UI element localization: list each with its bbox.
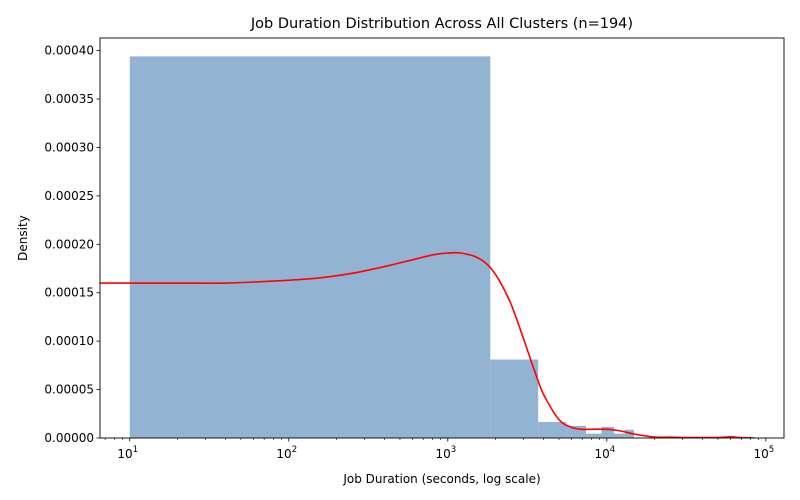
axes-frame: [99, 37, 785, 439]
x-axis-ticks: 101 102 103 104 105: [104, 438, 775, 461]
x-tick-label: 105: [754, 445, 775, 461]
histogram-bar: [490, 359, 539, 438]
y-tick-label: 0.00030: [44, 140, 94, 154]
histogram-bar: [624, 429, 634, 438]
x-tick-label: 104: [594, 445, 615, 461]
y-tick-label: 0.00000: [44, 431, 94, 445]
kde-line: [100, 251, 755, 438]
y-axis-ticks: 0.00000 0.00005 0.00010 0.00015 0.00020 0.000…: [44, 44, 100, 445]
x-tick-label: 101: [117, 445, 138, 461]
y-tick-label: 0.00020: [44, 237, 94, 251]
x-axis-label: Job Duration (seconds, log scale): [342, 472, 540, 486]
chart-title: Job Duration Distribution Across All Clu…: [250, 16, 633, 32]
y-tick-label: 0.00015: [44, 286, 94, 300]
histogram-bar: [129, 56, 491, 438]
histogram-bar: [614, 433, 625, 438]
histogram-bar: [566, 425, 587, 438]
y-tick-label: 0.00025: [44, 189, 94, 203]
histogram-bar: [586, 433, 602, 438]
x-tick-label: 102: [276, 445, 297, 461]
histogram-bars: [129, 56, 728, 438]
axes-border: [99, 37, 785, 439]
y-tick-label: 0.00010: [44, 334, 94, 348]
x-tick-label: 103: [435, 445, 456, 461]
histogram-bar: [538, 422, 567, 438]
y-tick-label: 0.00040: [44, 44, 94, 58]
y-tick-label: 0.00035: [44, 92, 94, 106]
y-axis-label: Density: [16, 215, 30, 261]
histogram-bar: [601, 426, 615, 438]
y-tick-label: 0.00005: [44, 383, 94, 397]
plot-area: [100, 56, 755, 438]
